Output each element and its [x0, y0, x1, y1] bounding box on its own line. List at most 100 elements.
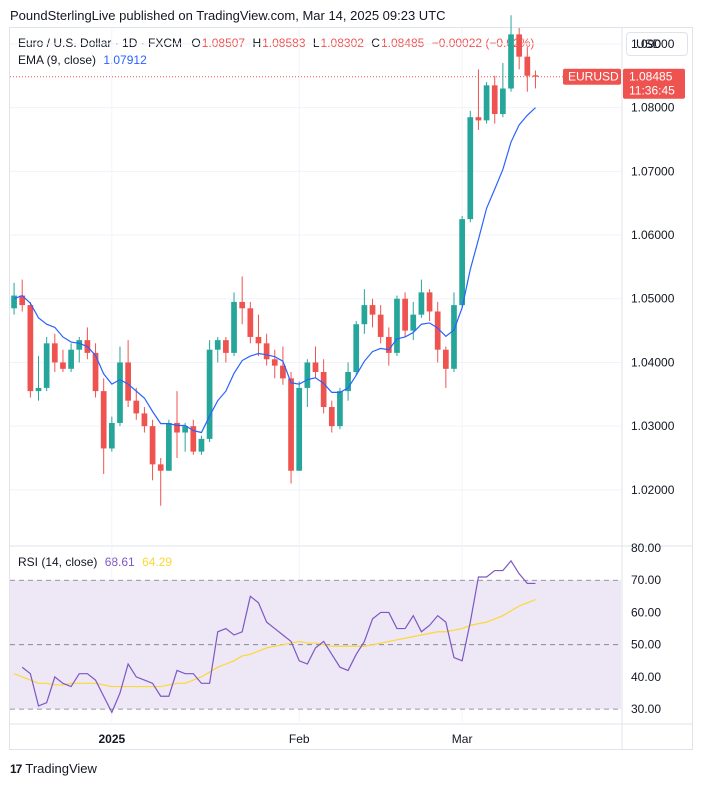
chart-frame — [9, 27, 693, 750]
rsi-ma-value: 64.29 — [142, 555, 173, 569]
candle-body — [288, 378, 294, 471]
candle-body — [117, 362, 123, 423]
price-tag — [623, 68, 685, 99]
price-tick-label: 1.05000 — [631, 292, 675, 306]
candle-body — [337, 391, 343, 427]
candle-body — [100, 391, 107, 449]
candle-body — [133, 400, 140, 414]
candle-body — [394, 298, 400, 353]
candle-body — [475, 117, 482, 121]
candle-body — [271, 359, 278, 366]
candle-body — [459, 219, 465, 306]
candle-body — [35, 387, 42, 392]
tradingview-logo[interactable]: 17 TradingView — [10, 761, 97, 776]
time-tick-label: Feb — [289, 732, 310, 746]
close-label: C — [371, 36, 380, 50]
rsi-line — [21, 559, 536, 714]
candle-body — [68, 349, 74, 369]
candle-body — [125, 362, 131, 401]
candle-body — [377, 314, 384, 337]
candle-body — [434, 311, 441, 350]
candle-body — [263, 343, 270, 360]
price-tag-value: 1.08485 — [629, 70, 673, 84]
ema-legend[interactable]: EMA (9, close) 1.07912 — [18, 53, 147, 67]
candle-body — [239, 301, 246, 309]
candle-body — [247, 308, 254, 337]
candle-body — [483, 85, 490, 121]
close-value: 1.08485 — [380, 36, 425, 50]
candle-body — [223, 340, 229, 353]
candle-body — [532, 75, 539, 77]
candle-body — [516, 34, 523, 57]
price-tick-label: 1.03000 — [631, 419, 675, 433]
candle-body — [369, 305, 376, 315]
rsi-ma-line — [13, 598, 536, 688]
rsi-label: RSI (14, close) — [18, 555, 98, 569]
candle-body — [92, 352, 99, 392]
low-value: 1.08302 — [320, 36, 364, 50]
candle-body — [345, 372, 351, 392]
candle-body — [312, 362, 319, 372]
high-value: 1.08583 — [262, 36, 306, 50]
candle-body — [442, 349, 449, 369]
candle-body — [198, 438, 205, 452]
candle-body — [524, 56, 531, 76]
price-tick-label: 1.09000 — [631, 37, 675, 51]
candle-body — [410, 314, 417, 331]
tradingview-brand: TradingView — [25, 761, 97, 776]
candle-body — [467, 117, 474, 220]
candle-body — [51, 343, 58, 363]
rsi-tick-label: 50.00 — [631, 638, 661, 652]
rsi-tick-label: 80.00 — [631, 541, 661, 555]
candle-body — [60, 362, 66, 369]
candle-body — [11, 295, 17, 309]
symbol-title[interactable]: Euro / U.S. Dollar · 1D · FXCM — [18, 36, 183, 50]
currency-button[interactable]: USD — [626, 32, 688, 56]
candle-body — [418, 292, 425, 315]
tradingview-mark-icon: 17 — [10, 761, 22, 776]
candle-body — [491, 85, 498, 114]
candle-body — [328, 407, 335, 427]
candle-body — [157, 464, 164, 471]
candle-body — [320, 372, 327, 408]
price-tick-label: 1.02000 — [631, 483, 675, 497]
candle-body — [426, 292, 433, 312]
high-label: H — [252, 36, 262, 50]
candle-body — [174, 422, 180, 433]
rsi-tick-label: 60.00 — [631, 605, 661, 619]
candle-body — [182, 426, 189, 433]
candle-body — [296, 387, 303, 471]
candle-body — [231, 301, 237, 353]
rsi-tick-label: 70.00 — [631, 573, 661, 587]
candle-body — [402, 298, 408, 331]
price-tag-countdown: 11:36:45 — [629, 84, 675, 98]
candle-body — [76, 340, 83, 350]
symbol-tag — [563, 68, 621, 85]
candle-body — [214, 340, 221, 350]
candle-body — [149, 426, 156, 465]
candle-body — [190, 426, 197, 452]
candle-body — [500, 88, 506, 114]
candle-body — [385, 336, 392, 353]
candle-body — [508, 34, 514, 89]
candle-body — [280, 365, 286, 379]
symbol-tag-label: EURUSD — [568, 70, 619, 84]
low-label: L — [312, 36, 320, 50]
price-tick-label: 1.06000 — [631, 228, 675, 242]
candle-body — [108, 422, 115, 449]
candle-body — [353, 324, 360, 372]
price-tick-label: 1.07000 — [631, 164, 675, 178]
candle-body — [19, 295, 26, 306]
candle-body — [206, 349, 213, 439]
open-label: O — [191, 36, 201, 50]
candle-body — [304, 362, 311, 388]
candle-body — [141, 413, 148, 427]
open-value: 1.08507 — [201, 36, 246, 50]
candle-body — [166, 422, 172, 471]
rsi-tick-label: 40.00 — [631, 670, 661, 684]
price-tick-label: 1.08000 — [631, 101, 675, 115]
candle-body — [27, 305, 34, 392]
ema-line — [13, 107, 536, 434]
time-tick-label: 2025 — [98, 732, 125, 746]
